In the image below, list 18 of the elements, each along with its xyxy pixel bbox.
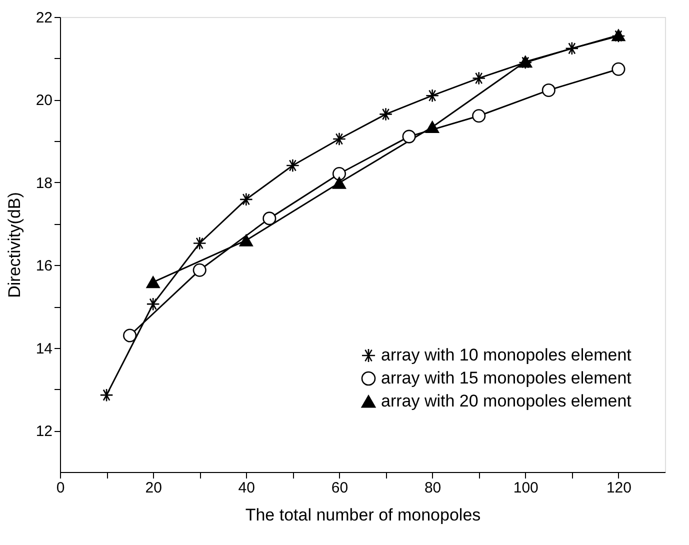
x-tick-label: 20 <box>145 480 162 496</box>
y-axis-title: Directivity(dB) <box>4 192 24 298</box>
x-tick-label: 120 <box>606 480 632 496</box>
x-tick-label: 40 <box>238 480 255 496</box>
x-tick-label: 60 <box>331 480 348 496</box>
legend-label: array with 15 monopoles element <box>381 368 632 388</box>
y-tick-label: 16 <box>36 258 52 275</box>
y-tick-label: 22 <box>36 10 52 26</box>
x-tick-label: 0 <box>56 480 65 496</box>
x-tick-label: 80 <box>424 480 442 496</box>
legend-label: array with 10 monopoles element <box>381 346 632 364</box>
x-axis-title: The total number of monopoles <box>245 506 481 524</box>
x-tick-label: 100 <box>513 480 538 496</box>
y-tick-label: 20 <box>36 92 52 110</box>
y-tick-label: 12 <box>36 423 52 440</box>
y-tick-label: 18 <box>36 174 52 192</box>
y-tick-label: 14 <box>36 340 52 358</box>
legend-label: array with 20 monopoles element <box>381 392 632 410</box>
